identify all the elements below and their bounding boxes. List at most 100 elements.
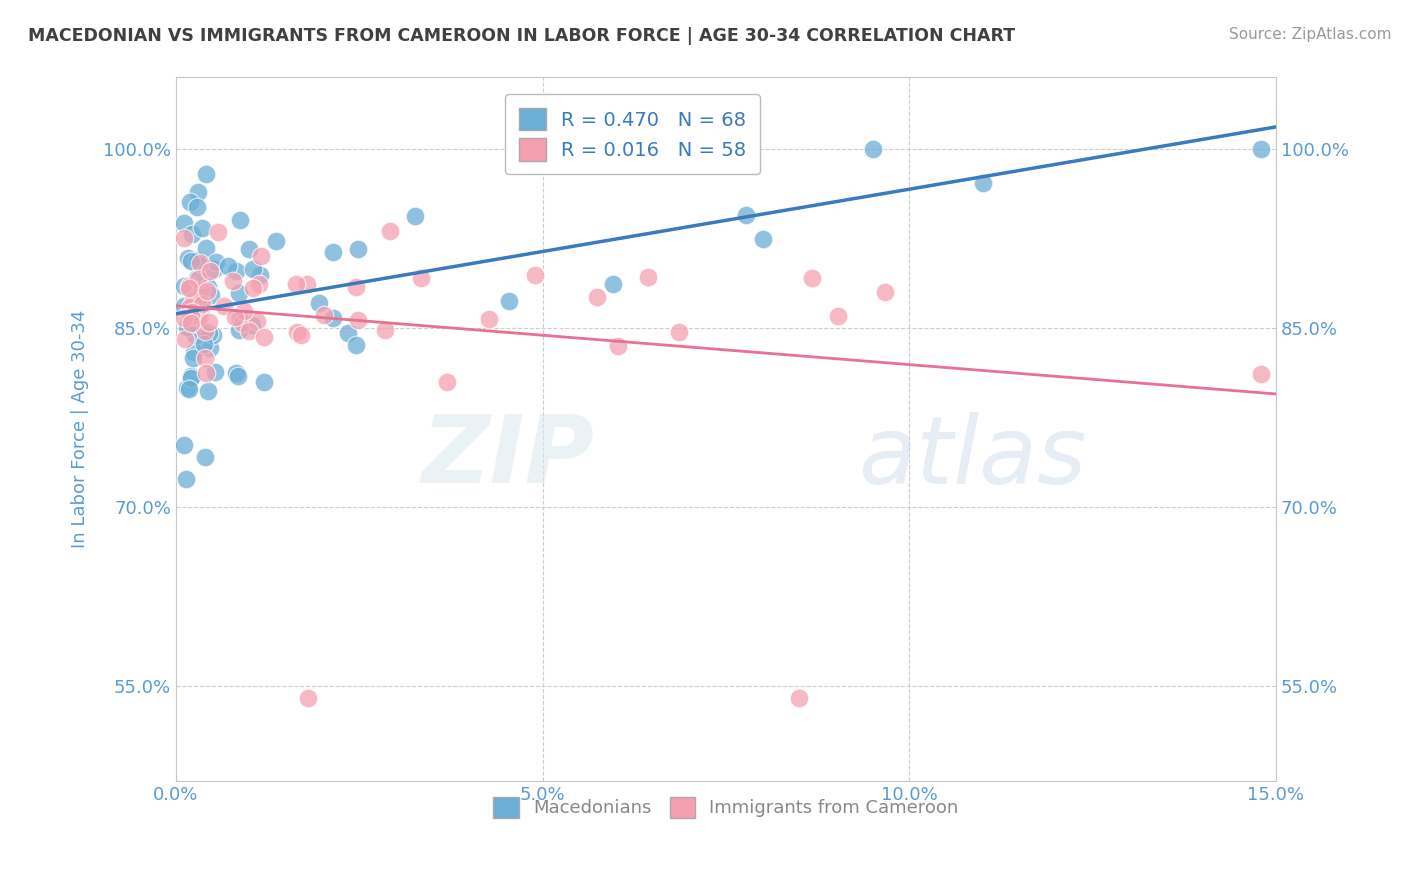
Point [190,256,212,270]
Point [800,271,823,285]
Point [180,311,202,326]
Point [180,316,202,330]
Point [201,328,224,343]
Point [179,321,201,335]
Point [827,309,849,323]
Point [222,274,245,288]
Point [751,232,773,246]
Point [200,288,222,302]
Point [637,269,659,284]
Point [183,344,205,359]
Point [242,262,264,277]
Point [285,277,308,291]
Point [242,281,264,295]
Point [207,225,229,239]
Point [193,337,215,351]
Point [186,309,208,323]
Point [194,450,217,465]
Text: MACEDONIAN VS IMMIGRANTS FROM CAMEROON IN LABOR FORCE | AGE 30-34 CORRELATION CH: MACEDONIAN VS IMMIGRANTS FROM CAMEROON I… [28,27,1015,45]
Point [229,311,252,326]
Point [190,289,212,303]
Point [177,281,200,295]
Point [190,301,212,316]
Point [184,328,207,343]
Point [586,289,609,303]
Point [173,279,195,293]
Point [173,215,195,229]
Point [249,268,271,282]
Point [253,375,276,389]
Point [238,242,260,256]
Point [195,241,218,255]
Point [247,277,270,291]
Point [668,325,690,339]
Point [173,310,195,325]
Point [194,366,217,380]
Point [436,376,458,390]
Point [186,309,208,323]
Point [245,314,267,328]
Point [250,249,273,263]
Point [198,341,221,355]
Point [179,300,201,314]
Point [186,200,208,214]
Point [226,368,249,383]
Point [1250,142,1272,156]
Point [173,438,195,452]
Point [308,295,330,310]
Point [177,382,200,396]
Point [1250,367,1272,381]
Point [225,264,247,278]
Point [180,369,202,384]
Point [228,323,250,337]
Point [972,177,994,191]
Point [186,253,208,268]
Point [193,351,215,365]
Text: ZIP: ZIP [422,411,593,503]
Point [194,324,217,338]
Point [346,242,368,256]
Point [188,310,211,325]
Point [478,312,501,326]
Point [229,213,252,227]
Point [180,309,202,323]
Point [205,254,228,268]
Point [195,284,218,298]
Point [224,310,246,325]
Point [179,194,201,209]
Point [498,293,520,308]
Point [176,381,198,395]
Point [180,305,202,319]
Point [297,690,319,705]
Point [295,277,318,292]
Point [374,323,396,337]
Y-axis label: In Labor Force | Age 30-34: In Labor Force | Age 30-34 [72,310,89,549]
Point [231,316,253,330]
Point [606,339,628,353]
Point [602,277,624,292]
Point [409,271,432,285]
Point [636,146,658,161]
Point [290,327,312,342]
Point [180,253,202,268]
Point [190,283,212,297]
Point [197,326,219,340]
Point [862,142,884,156]
Point [181,351,204,365]
Point [186,271,208,285]
Point [180,371,202,385]
Point [240,318,263,332]
Point [198,264,221,278]
Point [197,384,219,398]
Point [195,167,218,181]
Point [198,315,221,329]
Point [177,278,200,293]
Point [344,280,367,294]
Text: atlas: atlas [858,412,1087,503]
Point [191,297,214,311]
Point [217,259,239,273]
Point [176,472,198,486]
Point [173,231,195,245]
Point [187,271,209,285]
Point [225,367,247,381]
